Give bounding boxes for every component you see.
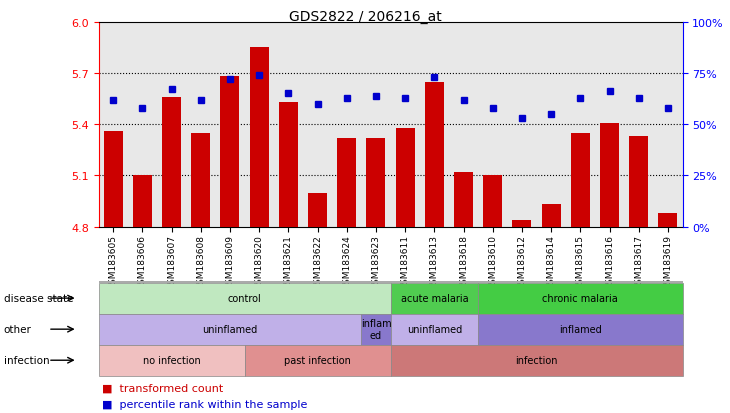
Text: infection: infection [515,355,558,366]
Bar [162,98,181,227]
Text: no infection: no infection [142,355,201,366]
Bar [220,77,239,227]
Text: ■  percentile rank within the sample: ■ percentile rank within the sample [102,399,307,409]
Text: uninflamed: uninflamed [407,324,462,335]
Text: control: control [228,293,261,304]
Text: past infection: past infection [284,355,351,366]
Text: ■  transformed count: ■ transformed count [102,383,223,393]
Bar [425,82,444,227]
Bar [658,214,677,227]
Text: other: other [4,324,31,335]
Bar [191,133,210,227]
Bar [279,103,298,227]
Bar [366,138,385,227]
Bar [512,221,531,227]
Text: GDS2822 / 206216_at: GDS2822 / 206216_at [288,10,442,24]
Text: inflam
ed: inflam ed [361,318,391,340]
Bar [483,176,502,227]
Text: acute malaria: acute malaria [401,293,468,304]
Text: uninflamed: uninflamed [202,324,258,335]
Text: inflamed: inflamed [559,324,602,335]
Bar [629,137,648,227]
Bar [308,193,327,227]
Text: infection: infection [4,355,50,366]
Bar [250,48,269,227]
Bar [337,138,356,227]
Bar [571,133,590,227]
Text: chronic malaria: chronic malaria [542,293,618,304]
Bar [396,128,415,227]
Bar [133,176,152,227]
Bar [454,173,473,227]
Text: disease state: disease state [4,293,73,304]
Bar [600,123,619,227]
Bar [542,205,561,227]
Bar [104,132,123,227]
